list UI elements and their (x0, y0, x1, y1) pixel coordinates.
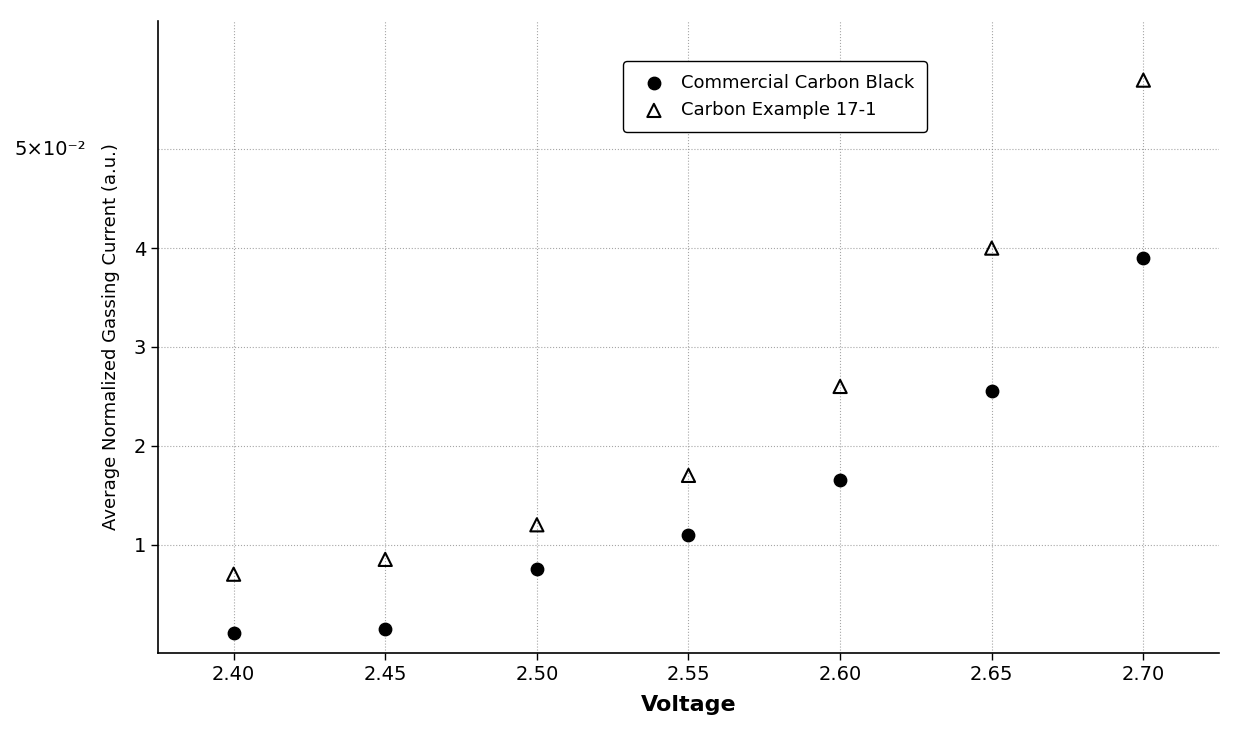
Carbon Example 17-1 (831, 381, 851, 392)
Carbon Example 17-1 (223, 568, 243, 580)
Carbon Example 17-1 (678, 470, 698, 481)
Legend: Commercial Carbon Black, Carbon Example 17-1: Commercial Carbon Black, Carbon Example … (624, 62, 926, 132)
Commercial Carbon Black (223, 628, 243, 640)
Commercial Carbon Black (376, 623, 396, 634)
Y-axis label: Average Normalized Gassing Current (a.u.): Average Normalized Gassing Current (a.u.… (102, 144, 120, 531)
Commercial Carbon Black (982, 386, 1002, 397)
Commercial Carbon Black (831, 475, 851, 486)
Commercial Carbon Black (678, 528, 698, 540)
Commercial Carbon Black (527, 563, 547, 575)
X-axis label: Voltage: Voltage (641, 696, 737, 715)
Carbon Example 17-1 (527, 519, 547, 531)
Carbon Example 17-1 (376, 553, 396, 565)
Carbon Example 17-1 (1133, 74, 1153, 86)
Commercial Carbon Black (1133, 252, 1153, 264)
Text: 5×10⁻²: 5×10⁻² (14, 140, 86, 159)
Carbon Example 17-1 (982, 242, 1002, 254)
